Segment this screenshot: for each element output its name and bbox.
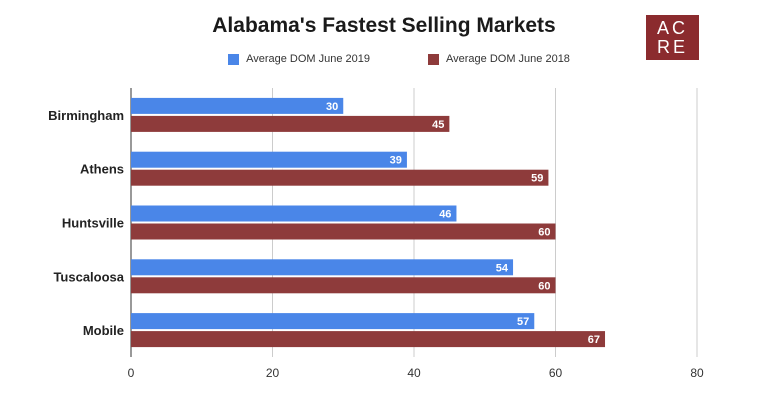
x-tick-label: 40	[407, 366, 421, 380]
data-label: 60	[538, 227, 550, 239]
bar	[131, 331, 606, 348]
data-label: 57	[517, 316, 529, 328]
x-tick-label: 20	[266, 366, 280, 380]
x-tick-label: 60	[549, 366, 563, 380]
legend-swatch-2018	[428, 53, 439, 65]
x-tick-label: 80	[690, 366, 704, 380]
bar	[131, 259, 514, 276]
category-label: Huntsville	[62, 216, 124, 231]
data-label: 59	[531, 173, 543, 185]
bar	[131, 277, 556, 294]
bar	[131, 169, 549, 186]
category-label: Mobile	[83, 323, 124, 338]
data-label: 67	[588, 334, 600, 346]
acre-logo: AC RE	[646, 15, 699, 60]
logo-text-line1: AC	[656, 17, 688, 38]
logo-text-line2: RE	[656, 36, 688, 57]
chart-legend: Average DOM June 2019 Average DOM June 2…	[0, 53, 768, 65]
bar	[131, 151, 407, 168]
legend-item-2019: Average DOM June 2019	[228, 53, 370, 65]
data-label: 60	[538, 280, 550, 292]
data-label: 45	[432, 119, 444, 131]
bar	[131, 313, 535, 330]
legend-label-2018: Average DOM June 2018	[446, 53, 570, 65]
data-label: 54	[496, 262, 509, 274]
bar	[131, 223, 556, 240]
category-label: Athens	[80, 162, 124, 177]
chart-title: Alabama's Fastest Selling Markets	[212, 14, 556, 37]
bar	[131, 115, 450, 132]
category-label: Birmingham	[48, 108, 124, 123]
category-label: Tuscaloosa	[53, 269, 124, 284]
legend-item-2018: Average DOM June 2018	[428, 53, 570, 65]
bar	[131, 205, 457, 222]
bar	[131, 97, 344, 114]
x-tick-label: 0	[128, 366, 135, 380]
legend-label-2019: Average DOM June 2019	[246, 53, 370, 65]
data-label: 46	[439, 209, 451, 221]
data-label: 39	[390, 155, 402, 167]
legend-swatch-2019	[228, 53, 240, 65]
data-label: 30	[326, 101, 338, 113]
